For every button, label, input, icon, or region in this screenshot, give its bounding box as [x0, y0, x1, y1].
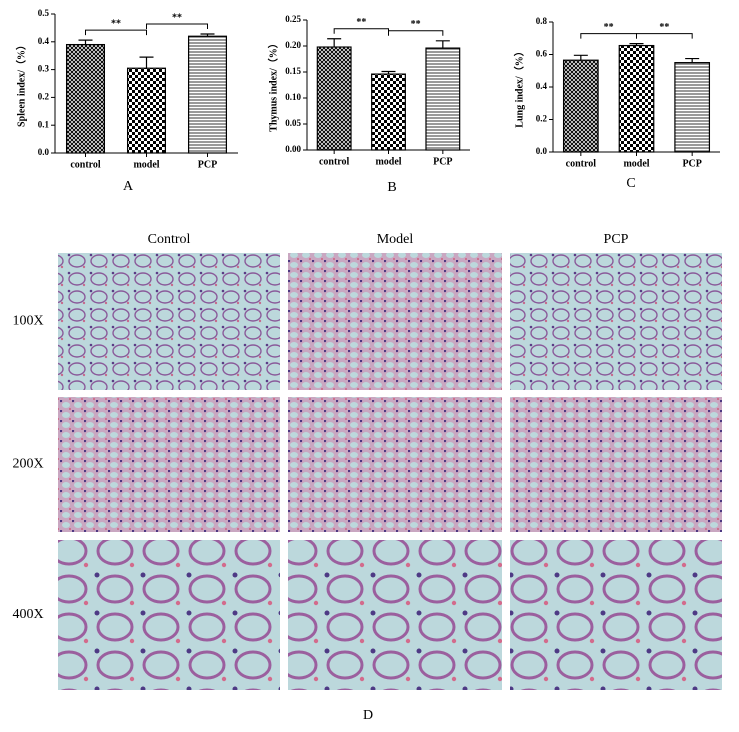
y-tick-label: 0.15	[285, 66, 301, 76]
y-tick-label: 0.1	[38, 119, 50, 129]
error-bar	[573, 54, 588, 61]
panel-label: D	[363, 708, 373, 723]
bar	[371, 73, 406, 151]
x-tick-label: model	[133, 159, 159, 170]
y-tick-label: 0.25	[285, 14, 301, 24]
column-label: PCP	[604, 232, 629, 247]
significance-bracket	[580, 33, 637, 39]
significance-bracket	[333, 28, 389, 34]
micrograph	[58, 397, 280, 532]
bar	[187, 35, 228, 154]
bar	[65, 43, 106, 154]
histology-images	[58, 253, 722, 690]
error-bar	[381, 70, 396, 75]
y-tick-label: 0.20	[285, 40, 301, 50]
error-bar	[435, 40, 450, 49]
x-tick-label: model	[375, 156, 401, 167]
panel-label: B	[387, 180, 396, 195]
panel-label: A	[123, 179, 134, 194]
y-tick-label: 0.05	[285, 118, 301, 128]
bar	[425, 47, 461, 151]
micrograph	[58, 253, 280, 390]
panel-label: C	[626, 176, 635, 191]
y-tick-label: 0.4	[536, 81, 548, 91]
error-bar	[200, 33, 215, 37]
micrograph	[510, 397, 722, 532]
error-bar	[78, 39, 93, 45]
x-tick-label: PCP	[433, 156, 452, 167]
y-tick-label: 0.3	[38, 64, 50, 74]
y-tick-label: 0.2	[536, 114, 548, 124]
significance-bracket	[146, 23, 208, 30]
column-label: Model	[377, 232, 414, 247]
error-bar	[629, 43, 644, 46]
significance-label: **	[356, 17, 366, 28]
x-tick-label: control	[319, 156, 350, 167]
bar	[562, 59, 599, 153]
micrograph	[288, 397, 502, 532]
y-axis-label: Lung index/（%）	[512, 46, 525, 127]
bar	[674, 62, 711, 153]
significance-label: **	[411, 19, 421, 30]
x-tick-label: control	[566, 158, 597, 169]
micrograph	[288, 253, 502, 390]
significance-label: **	[172, 12, 182, 23]
significance-bracket	[636, 33, 693, 39]
x-tick-label: control	[70, 159, 101, 170]
micrograph	[288, 540, 502, 690]
significance-label: **	[659, 22, 669, 33]
error-bar	[327, 38, 342, 48]
bar	[618, 44, 655, 153]
micrograph	[510, 540, 722, 690]
y-axis-label: Thymus index/（%）	[266, 38, 279, 132]
y-tick-label: 0.8	[536, 16, 548, 26]
y-tick-label: 0.0	[536, 146, 548, 156]
y-tick-label: 0.00	[285, 144, 301, 154]
bar	[126, 67, 167, 154]
significance-bracket	[85, 29, 147, 36]
bar	[316, 46, 352, 151]
row-label: 400X	[12, 607, 43, 622]
error-bar	[139, 56, 154, 69]
y-tick-label: 0.4	[38, 36, 50, 46]
x-tick-label: model	[623, 158, 649, 169]
y-tick-label: 0.2	[38, 91, 50, 101]
significance-bracket	[388, 30, 444, 36]
row-label: 200X	[12, 457, 43, 472]
significance-label: **	[604, 22, 614, 33]
y-tick-label: 0.6	[536, 49, 548, 59]
y-tick-label: 0.0	[38, 147, 50, 157]
y-tick-label: 0.5	[38, 8, 50, 18]
significance-label: **	[111, 18, 121, 29]
micrograph	[510, 253, 722, 390]
error-bar	[685, 57, 700, 63]
x-tick-label: PCP	[198, 159, 217, 170]
y-tick-label: 0.10	[285, 92, 301, 102]
micrograph	[58, 540, 280, 690]
row-label: 100X	[12, 314, 43, 329]
x-tick-label: PCP	[682, 158, 701, 169]
y-axis-label: Spleen index/（%）	[14, 40, 27, 127]
column-label: Control	[148, 232, 191, 247]
